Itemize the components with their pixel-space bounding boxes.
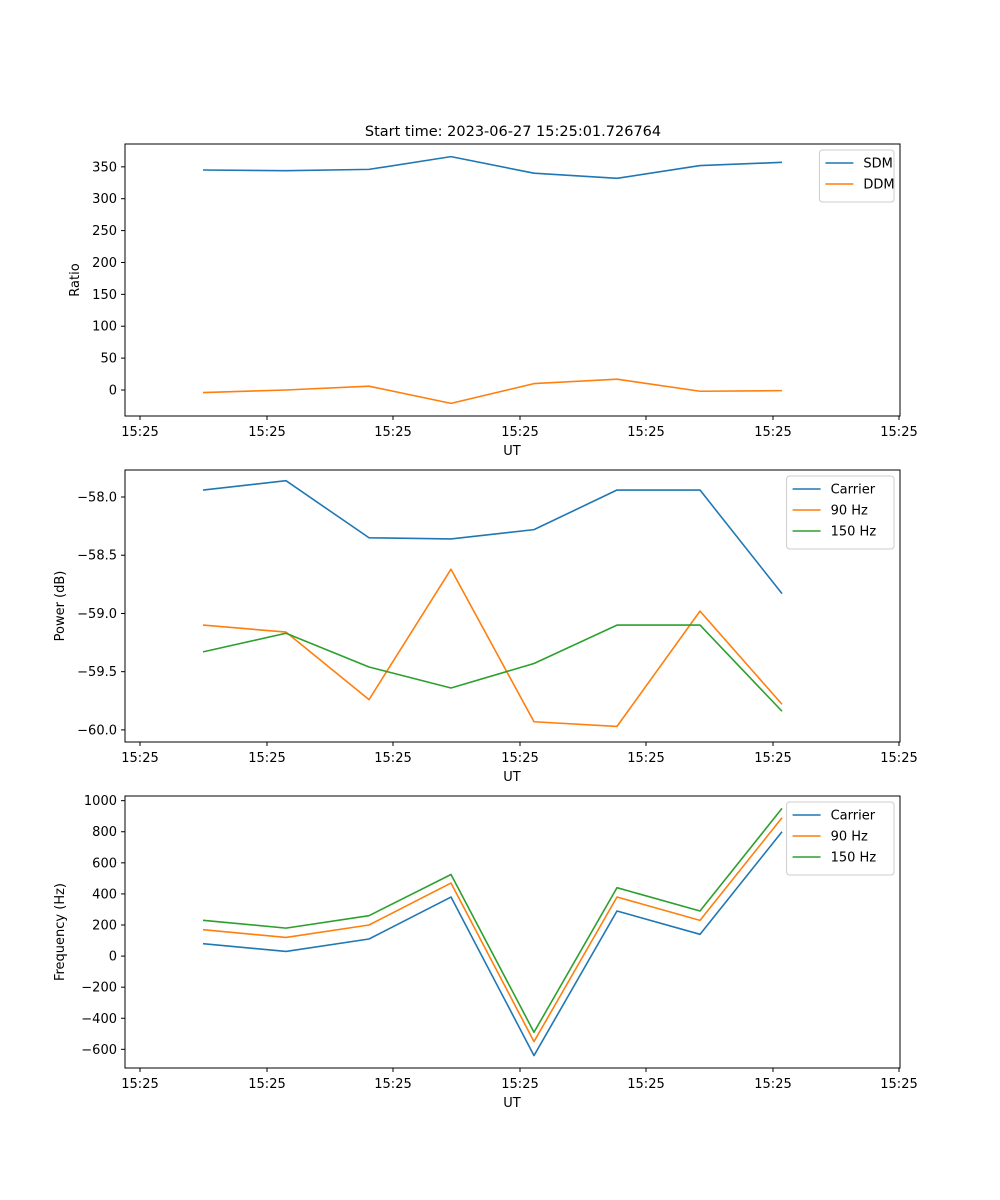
x-tick-label: 15:25 [754, 751, 791, 766]
x-tick-label: 15:25 [121, 751, 158, 766]
x-tick-label: 15:25 [248, 1077, 285, 1092]
series-line-carrier [202, 831, 783, 1057]
x-tick-label: 15:25 [627, 751, 664, 766]
x-tick-label: 15:25 [880, 751, 917, 766]
x-tick-label: 15:25 [121, 425, 158, 440]
x-tick-label: 15:25 [880, 1077, 917, 1092]
x-axis-label: UT [503, 444, 521, 459]
y-tick-label: −58.5 [77, 549, 117, 564]
y-tick-label: 400 [92, 887, 117, 902]
y-tick-label: 600 [92, 856, 117, 871]
y-tick-label: 200 [92, 256, 117, 271]
y-tick-label: 800 [92, 825, 117, 840]
x-tick-label: 15:25 [374, 1077, 411, 1092]
y-tick-label: 0 [109, 950, 117, 965]
y-tick-label: −58.0 [77, 491, 117, 506]
y-tick-label: 250 [92, 224, 117, 239]
series-line-150-hz [202, 624, 783, 712]
series-line-90-hz [202, 568, 783, 728]
chart-title: Start time: 2023-06-27 15:25:01.726764 [365, 124, 661, 140]
y-tick-label: −59.0 [77, 607, 117, 622]
series-line-ddm [202, 378, 783, 405]
legend-label-90-hz: 90 Hz [831, 504, 868, 519]
x-tick-label: 15:25 [754, 1077, 791, 1092]
axes-frame [124, 795, 901, 1069]
x-tick-label: 15:25 [501, 751, 538, 766]
x-tick-label: 15:25 [374, 425, 411, 440]
frequency-panel: −600 −400 −200 0 200 400 600 800 1000 15:25 15:25 1… [53, 794, 918, 1111]
legend-label-sdm: SDM [863, 157, 892, 172]
x-tick-label: 15:25 [248, 425, 285, 440]
x-tick-label: 15:25 [627, 1077, 664, 1092]
series-line-sdm [202, 155, 783, 180]
y-tick-label: −600 [81, 1043, 117, 1058]
x-tick-label: 15:25 [880, 425, 917, 440]
legend-label-ddm: DDM [863, 178, 894, 193]
power-panel: −58.0 −58.5 −59.0 −59.5 −60.0 15:25 15:25 15:25… [53, 469, 918, 785]
y-tick-label: −60.0 [77, 723, 117, 738]
x-tick-label: 15:25 [754, 425, 791, 440]
y-tick-label: −59.5 [77, 665, 117, 680]
y-axis-label: Power (dB) [53, 571, 68, 642]
y-tick-label: 0 [109, 383, 117, 398]
legend-label-90-hz: 90 Hz [831, 830, 868, 845]
legend-label-carrier: Carrier [831, 809, 876, 824]
y-tick-label: 200 [92, 919, 117, 934]
y-tick-label: −400 [81, 1012, 117, 1027]
axes-frame [124, 143, 901, 417]
axes-frame [124, 469, 901, 743]
legend-label-150-hz: 150 Hz [831, 851, 877, 866]
y-axis-label: Ratio [68, 263, 83, 296]
legend: Carrier 90 Hz 150 Hz [786, 475, 895, 550]
x-tick-label: 15:25 [501, 1077, 538, 1092]
series-line-150-hz [202, 807, 783, 1034]
y-tick-label: 350 [92, 160, 117, 175]
y-tick-label: 150 [92, 288, 117, 303]
legend: SDM DDM [818, 149, 895, 203]
legend-label-150-hz: 150 Hz [831, 525, 877, 540]
x-axis-label: UT [503, 770, 521, 785]
y-axis-label: Frequency (Hz) [53, 883, 68, 981]
ratio-panel: 0 50 100 150 200 250 300 350 15:25 15:25 15:25 15:2… [68, 143, 918, 459]
y-tick-label: 1000 [84, 794, 117, 809]
series-line-90-hz [202, 817, 783, 1043]
legend: Carrier 90 Hz 150 Hz [786, 801, 895, 876]
y-tick-label: 50 [100, 352, 117, 367]
series-line-carrier [202, 479, 783, 595]
x-axis-label: UT [503, 1096, 521, 1111]
y-tick-label: 100 [92, 320, 117, 335]
y-tick-label: 300 [92, 192, 117, 207]
x-tick-label: 15:25 [121, 1077, 158, 1092]
x-tick-label: 15:25 [248, 751, 285, 766]
y-tick-label: −200 [81, 981, 117, 996]
x-tick-label: 15:25 [501, 425, 538, 440]
legend-label-carrier: Carrier [831, 483, 876, 498]
x-tick-label: 15:25 [374, 751, 411, 766]
x-tick-label: 15:25 [627, 425, 664, 440]
